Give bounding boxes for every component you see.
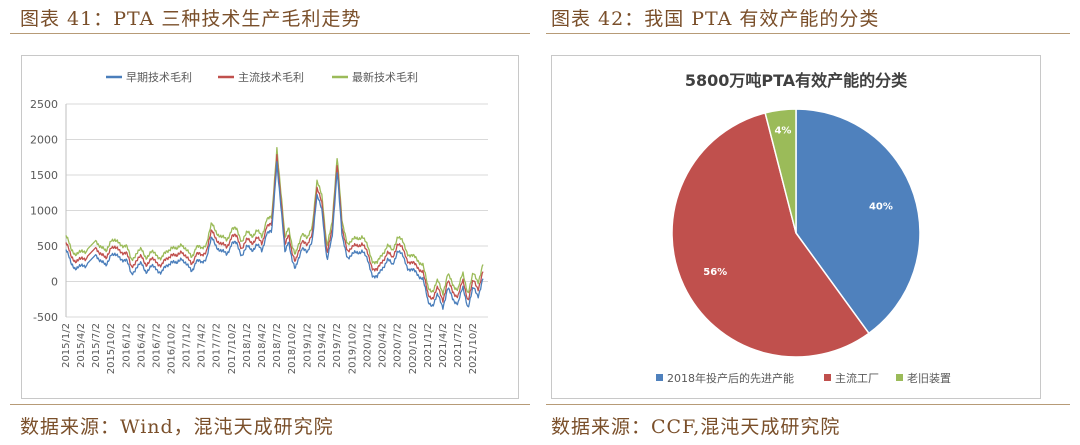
x-tick-label: 2021/1/2	[423, 323, 434, 368]
pie-legend-swatch-0	[656, 374, 663, 381]
line-chart-legend: 早期技术毛利 主流技术毛利 最新技术毛利	[106, 70, 418, 84]
line-chart-y-ticks: -500 0 500 1000 1500 2000 2500	[30, 98, 58, 324]
pie-chart-legend: 2018年投产后的先进产能 主流工厂 老旧装置	[656, 371, 951, 385]
x-tick-label: 2015/10/2	[106, 323, 117, 374]
x-tick-label: 2019/4/2	[317, 323, 328, 368]
y-tick-label: 2500	[30, 98, 58, 111]
line-chart: -500 0 500 1000 1500 2000 2500 2015/1/2 2015/4/…	[30, 70, 488, 374]
pie-legend-label-0: 2018年投产后的先进产能	[667, 371, 794, 385]
x-tick-label: 2016/4/2	[136, 323, 147, 368]
left-source-note: 数据来源：Wind，混沌天成研究院	[20, 416, 334, 438]
x-tick-label: 2021/7/2	[453, 323, 464, 368]
x-tick-label: 2017/4/2	[197, 323, 208, 368]
right-source-note: 数据来源：CCF,混沌天成研究院	[551, 416, 841, 438]
line-chart-grid	[65, 103, 488, 318]
pie-value-label-2: 4%	[774, 126, 791, 137]
x-tick-label: 2015/4/2	[76, 323, 87, 368]
pie-legend-swatch-1	[824, 374, 831, 381]
x-tick-label: 2017/7/2	[212, 323, 223, 368]
legend-label-1: 主流技术毛利	[238, 70, 304, 84]
y-tick-label: 1000	[30, 205, 58, 218]
right-figure-title: 图表 42：我国 PTA 有效产能的分类	[551, 8, 880, 30]
pie-legend-label-2: 老旧装置	[907, 372, 951, 385]
right-bottom-rule	[546, 404, 1070, 405]
x-tick-label: 2016/1/2	[121, 323, 132, 368]
pie-legend-swatch-2	[896, 374, 903, 381]
right-top-rule	[546, 33, 1070, 34]
x-tick-label: 2020/1/2	[363, 323, 374, 368]
line-chart-frame: -500 0 500 1000 1500 2000 2500 2015/1/2 2015/4/…	[21, 55, 519, 399]
x-tick-label: 2018/10/2	[287, 323, 298, 374]
x-tick-label: 2020/7/2	[393, 323, 404, 368]
x-tick-label: 2018/1/2	[242, 323, 253, 368]
x-tick-label: 2019/1/2	[302, 323, 313, 368]
y-tick-label: 1500	[30, 169, 58, 182]
pie-legend-label-1: 主流工厂	[835, 371, 879, 385]
x-tick-label: 2020/10/2	[408, 323, 419, 374]
pie-value-label-1: 56%	[703, 267, 727, 278]
pie-value-label-0: 40%	[869, 201, 893, 212]
x-tick-label: 2021/4/2	[438, 323, 449, 368]
x-tick-label: 2017/1/2	[182, 323, 193, 368]
x-tick-label: 2021/10/2	[468, 323, 479, 374]
x-tick-label: 2018/4/2	[257, 323, 268, 368]
pie-chart-value-labels: 40% 56% 4%	[703, 126, 893, 278]
x-tick-label: 2016/10/2	[167, 323, 178, 374]
left-top-rule	[10, 33, 530, 34]
x-tick-label: 2016/7/2	[151, 323, 162, 368]
x-tick-label: 2019/10/2	[347, 323, 358, 374]
legend-label-2: 最新技术毛利	[352, 70, 418, 84]
pie-chart-frame: 5800万吨PTA有效产能的分类 40% 56% 4% 2018年投产后的先进产能 主…	[551, 55, 1041, 399]
left-figure-title: 图表 41：PTA 三种技术生产毛利走势	[20, 8, 362, 30]
pie-chart-slices	[671, 108, 921, 358]
legend-label-0: 早期技术毛利	[126, 71, 192, 84]
line-chart-series	[65, 146, 484, 310]
pie-slice-1	[671, 111, 870, 358]
x-tick-label: 2017/10/2	[227, 323, 238, 374]
series-line-0	[65, 161, 484, 310]
y-tick-label: -500	[33, 311, 58, 324]
pie-slice-2	[764, 108, 797, 234]
x-tick-label: 2015/7/2	[91, 323, 102, 368]
x-tick-label: 2020/4/2	[378, 323, 389, 368]
pie-chart-title: 5800万吨PTA有效产能的分类	[685, 71, 908, 90]
pie-chart: 5800万吨PTA有效产能的分类 40% 56% 4% 2018年投产后的先进产能 主…	[656, 71, 951, 385]
y-tick-label: 0	[51, 276, 58, 289]
y-tick-label: 500	[37, 240, 58, 253]
x-tick-label: 2018/7/2	[272, 323, 283, 368]
series-line-2	[65, 146, 484, 296]
x-tick-label: 2015/1/2	[61, 323, 72, 368]
x-tick-label: 2019/7/2	[332, 323, 343, 368]
left-bottom-rule	[10, 404, 530, 405]
line-chart-x-ticks: 2015/1/2 2015/4/2 2015/7/2 2015/10/2 2016/1/…	[61, 323, 479, 374]
pie-slice-0	[795, 108, 921, 335]
y-tick-label: 2000	[30, 134, 58, 147]
